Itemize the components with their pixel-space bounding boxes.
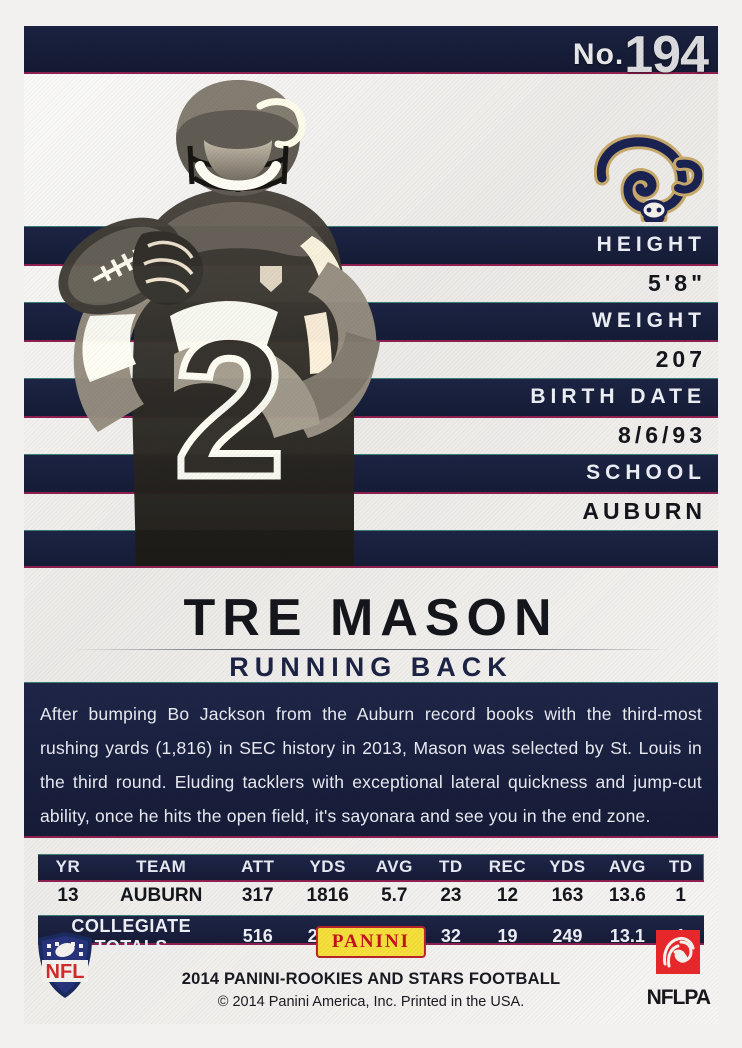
cell-rec-yds: 163 [551,885,584,906]
cell-yr: 13 [57,885,79,906]
cell-rec: 12 [496,885,519,906]
stats-header-rec-yds: YDS [537,854,598,882]
vital-value-height: 5'8" [648,269,706,296]
top-navy-band [24,26,718,74]
nflpa-logo: NFLPA [646,930,711,1010]
player-photo: 2 [24,66,454,566]
stats-header-rush-yds: YDS [291,854,365,882]
cell-rush-avg: 5.7 [381,885,408,906]
name-divider [72,649,670,650]
stats-header-att: ATT [224,854,292,882]
card-number-value: 194 [624,26,709,84]
table-row: 13 AUBURN 317 1816 5.7 23 12 163 13.6 1 [38,881,704,911]
stats-header-team: TEAM [97,854,225,882]
svg-text:2: 2 [174,296,285,519]
bio-text: After bumping Bo Jackson from the Auburn… [40,704,702,826]
vital-value-school: AUBURN [582,497,706,524]
player-position: RUNNING BACK [229,652,513,682]
card-number: No.194 [572,27,709,81]
cell-rec-avg: 13.6 [608,885,646,906]
stats-header-rec-avg: AVG [597,854,658,882]
vital-label-birth-date: BIRTH DATE [530,385,706,408]
svg-text:NFL: NFL [46,961,85,983]
nfl-shield-icon: NFL [34,930,96,1005]
bio-panel: After bumping Bo Jackson from the Auburn… [24,682,718,838]
vital-label-weight: WEIGHT [592,309,706,332]
cell-rush-td: 23 [440,885,462,906]
panini-wordmark: PANINI [331,931,411,952]
stats-header-yr: YR [38,854,98,882]
vital-label-school: SCHOOL [586,461,706,484]
vital-value-birth-date: 8/6/93 [618,421,706,448]
nflpa-wordmark: NFLPA [646,986,711,1009]
name-plate: TRE MASON RUNNING BACK [24,586,718,682]
totals-rush-td: 32 [440,926,461,946]
stats-header-rush-avg: AVG [364,854,425,882]
cell-att: 317 [241,885,274,906]
totals-rec: 19 [497,926,518,946]
st-louis-rams-logo [593,134,706,227]
cell-team: AUBURN [120,885,203,906]
totals-label: COLLEGIATE TOTALS [71,915,192,957]
cell-rec-td: 1 [675,885,686,906]
copyright-line: © 2014 Panini America, Inc. Printed in t… [217,994,525,1010]
totals-rec-yds: 249 [552,926,583,946]
vital-value-weight: 207 [655,345,706,372]
stats-header-rec-td: TD [657,854,704,882]
totals-rec-avg: 13.1 [609,926,645,946]
vitals-list: HEIGHT 5'8" WEIGHT 207 BIRTH DATE 8/6/93… [24,226,718,530]
stats-header-row: YR TEAM ATT YDS AVG TD REC YDS AVG TD [38,854,704,882]
season-stats: YR TEAM ATT YDS AVG TD REC YDS AVG TD 13 [38,854,704,911]
player-name: TRE MASON [183,589,559,647]
card-footer: NFL PANINI 2014 PANINI-ROOKIES AND STARS… [24,926,718,1018]
totals-att: 516 [242,926,273,946]
card-number-prefix: No. [572,38,625,71]
vital-label-height: HEIGHT [596,233,706,256]
product-line: 2014 PANINI-ROOKIES AND STARS FOOTBALL [181,970,561,988]
stats-header-rush-td: TD [424,854,478,882]
cell-rush-yds: 1816 [306,885,349,906]
stats-header-rec: REC [477,854,538,882]
panini-logo: PANINI [315,926,427,958]
card-face: No.194 [24,26,718,1024]
